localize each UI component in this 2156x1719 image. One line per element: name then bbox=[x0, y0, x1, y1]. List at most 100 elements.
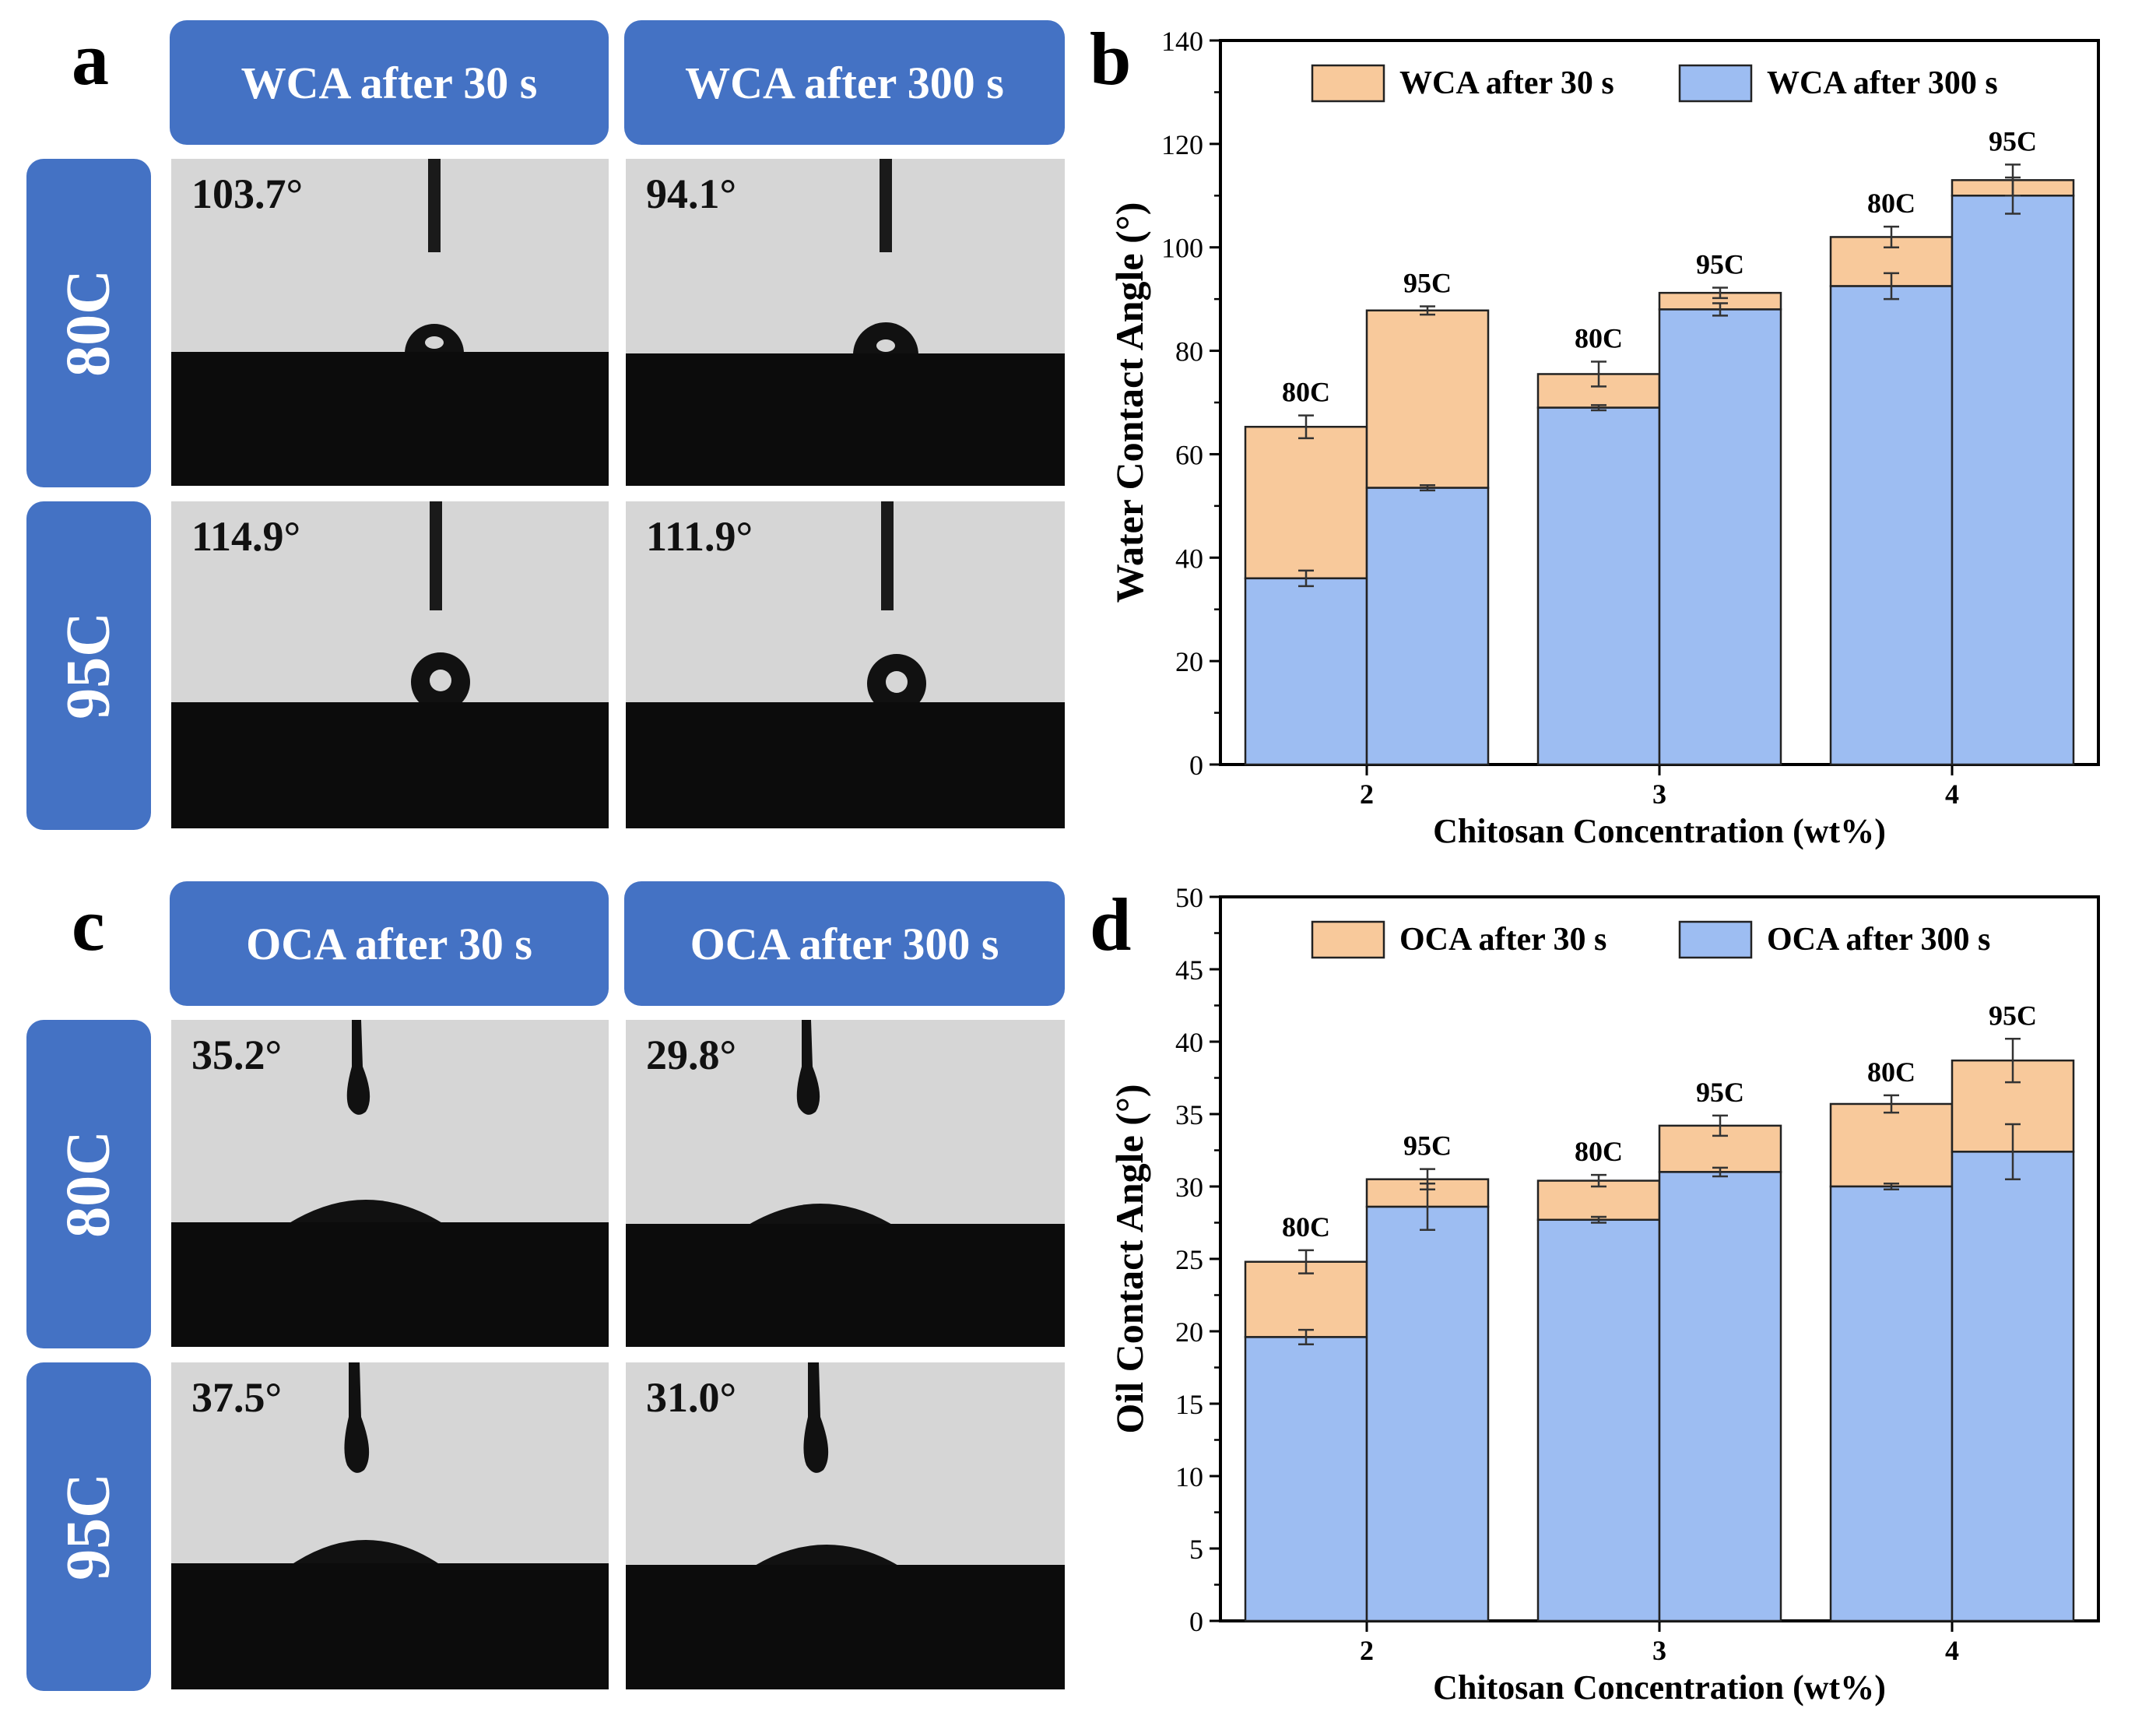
header-wca-30s: WCA after 30 s bbox=[170, 20, 609, 145]
panel-label-b: b bbox=[1090, 17, 1132, 100]
oca-bar-300s bbox=[1829, 1185, 1954, 1622]
wca-bar-label: 80C bbox=[1282, 377, 1330, 408]
wca-bar-label: 95C bbox=[1696, 249, 1744, 280]
wca-xlabel: Chitosan Concentration (wt%) bbox=[1433, 812, 1886, 850]
row-label-wca-80c: 80C bbox=[26, 159, 151, 487]
oca-bar-30s bbox=[1829, 1102, 1954, 1188]
wca-angle-80c-300s: 94.1° bbox=[646, 170, 737, 217]
wca-errorbar-300s bbox=[1591, 404, 1606, 412]
oca-legend-swatch-300s bbox=[1678, 920, 1753, 959]
panel-label-d: d bbox=[1090, 883, 1132, 966]
wca-ytick-label: 80 bbox=[1175, 336, 1203, 367]
oca-angle-80c-300s: 29.8° bbox=[646, 1032, 737, 1078]
oca-svg: 0 5 10 15 20 25 30 35 40 45 50 2 80C 95C 3 80C 95C 4 80C 95… bbox=[1108, 882, 2100, 1707]
header-wca-300s: WCA after 300 s bbox=[624, 20, 1065, 145]
chart-oil-contact-angle: 0 5 10 15 20 25 30 35 40 45 50 2 80C 95C 3 80C 95C 4 80C 95… bbox=[1090, 856, 2156, 1719]
wca-errorbar-300s bbox=[1420, 484, 1435, 492]
oca-legend-label-300s: OCA after 300 s bbox=[1767, 922, 1990, 958]
row-label-wca-95c: 95C bbox=[26, 501, 151, 830]
droplet-image bbox=[171, 1020, 609, 1347]
oca-ytick-label: 5 bbox=[1189, 1534, 1203, 1565]
panel-label-c: c bbox=[72, 883, 105, 966]
wca-errorbar-30s bbox=[1420, 305, 1435, 316]
wca-bar-30s bbox=[1365, 309, 1490, 489]
oca-ytick-label: 30 bbox=[1175, 1172, 1203, 1203]
panel-label-a: a bbox=[72, 17, 109, 100]
oca-xtick-label: 3 bbox=[1652, 1635, 1666, 1666]
oca-errorbar-30s bbox=[1884, 1094, 1899, 1114]
oca-bar-label: 95C bbox=[1403, 1130, 1452, 1162]
wca-ytick-label: 60 bbox=[1175, 439, 1203, 470]
wca-bar-label: 80C bbox=[1575, 323, 1623, 354]
wca-ytick-label: 0 bbox=[1189, 750, 1203, 781]
oca-bar-label: 95C bbox=[1696, 1077, 1744, 1108]
row-label-oca-80c: 80C bbox=[26, 1020, 151, 1348]
wca-photo-80c-300s: 94.1° bbox=[626, 159, 1065, 486]
wca-bar-label: 80C bbox=[1867, 188, 1915, 219]
oca-ytick-label: 40 bbox=[1175, 1027, 1203, 1058]
oca-ytick-label: 15 bbox=[1175, 1389, 1203, 1420]
wca-svg: 0 20 40 60 80 100 120 140 2 80C 95C 3 80C 95C 4 80C 95C C… bbox=[1108, 26, 2100, 850]
wca-ytick-label: 120 bbox=[1161, 129, 1203, 160]
wca-errorbar-30s bbox=[1884, 225, 1899, 248]
wca-bar-300s bbox=[1658, 308, 1782, 766]
oca-ytick-label: 35 bbox=[1175, 1099, 1203, 1130]
wca-bar-300s bbox=[1536, 406, 1661, 766]
oca-photo-80c-300s: 29.8° bbox=[626, 1020, 1065, 1347]
oca-errorbar-30s bbox=[1420, 1168, 1435, 1190]
wca-errorbar-30s bbox=[1591, 360, 1606, 388]
oca-bar-300s bbox=[1536, 1218, 1661, 1622]
oca-ytick-label: 0 bbox=[1189, 1606, 1203, 1637]
header-oca-300s: OCA after 300 s bbox=[624, 881, 1065, 1006]
oca-bar-300s bbox=[1658, 1171, 1782, 1622]
oca-bar-label: 80C bbox=[1282, 1211, 1330, 1243]
wca-legend-swatch-30s bbox=[1311, 64, 1385, 103]
oca-bar-300s bbox=[1365, 1205, 1490, 1622]
wca-ylabel: Water Contact Angle (°) bbox=[1108, 202, 1151, 603]
oca-bar-label: 80C bbox=[1867, 1056, 1915, 1088]
row-label-oca-95c: 95C bbox=[26, 1362, 151, 1691]
oca-errorbar-300s bbox=[2005, 1123, 2021, 1180]
droplet-image bbox=[626, 159, 1065, 486]
header-oca-30s: OCA after 30 s bbox=[170, 881, 609, 1006]
oca-ylabel: Oil Contact Angle (°) bbox=[1108, 1084, 1151, 1433]
droplet-image bbox=[626, 501, 1065, 828]
oca-errorbar-300s bbox=[1884, 1183, 1899, 1190]
oca-ytick-label: 10 bbox=[1175, 1461, 1203, 1492]
oca-errorbar-300s bbox=[1712, 1166, 1728, 1178]
wca-errorbar-300s bbox=[1298, 569, 1314, 588]
wca-legend-label-30s: WCA after 30 s bbox=[1399, 65, 1614, 101]
oca-bar-300s bbox=[1951, 1151, 2075, 1622]
oca-xtick-label: 2 bbox=[1360, 1635, 1374, 1666]
oca-photo-95c-30s: 37.5° bbox=[171, 1362, 609, 1689]
oca-xlabel: Chitosan Concentration (wt%) bbox=[1433, 1668, 1886, 1707]
droplet-image bbox=[171, 501, 609, 828]
wca-photo-95c-300s: 111.9° bbox=[626, 501, 1065, 828]
wca-angle-95c-30s: 114.9° bbox=[191, 513, 301, 560]
wca-xtick-label: 3 bbox=[1652, 779, 1666, 810]
oca-errorbar-300s bbox=[1591, 1215, 1606, 1224]
wca-photo-80c-30s: 103.7° bbox=[171, 159, 609, 486]
wca-errorbar-30s bbox=[2005, 163, 2021, 197]
droplet-image bbox=[171, 1362, 609, 1689]
oca-angle-95c-300s: 31.0° bbox=[646, 1374, 737, 1421]
chart-water-contact-angle: 0 20 40 60 80 100 120 140 2 80C 95C 3 80C 95C 4 80C 95C C… bbox=[1090, 0, 2156, 856]
wca-errorbar-30s bbox=[1712, 286, 1728, 300]
droplet-image bbox=[626, 1362, 1065, 1689]
oca-angle-80c-30s: 35.2° bbox=[191, 1032, 283, 1078]
oca-legend-swatch-30s bbox=[1311, 920, 1385, 959]
wca-ytick-label: 140 bbox=[1161, 26, 1203, 57]
wca-legend-label-300s: WCA after 300 s bbox=[1767, 65, 1998, 101]
wca-bar-300s bbox=[1951, 195, 2075, 766]
oca-errorbar-30s bbox=[2005, 1038, 2021, 1084]
wca-ytick-label: 40 bbox=[1175, 543, 1203, 574]
wca-ytick-label: 20 bbox=[1175, 646, 1203, 677]
droplet-image bbox=[171, 159, 609, 486]
droplet-image bbox=[626, 1020, 1065, 1347]
wca-bar-300s bbox=[1244, 577, 1368, 766]
wca-bar-30s bbox=[1244, 425, 1368, 580]
wca-photo-95c-30s: 114.9° bbox=[171, 501, 609, 828]
oca-errorbar-30s bbox=[1591, 1173, 1606, 1188]
wca-angle-80c-30s: 103.7° bbox=[191, 170, 304, 217]
wca-angle-95c-300s: 111.9° bbox=[646, 513, 753, 560]
